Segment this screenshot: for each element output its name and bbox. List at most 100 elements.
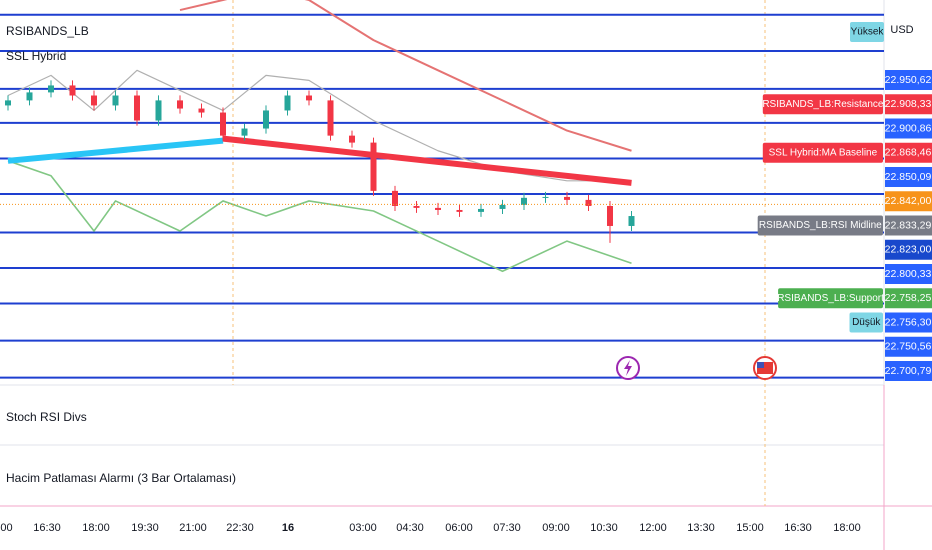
price-label-bg xyxy=(885,191,932,212)
candle-body xyxy=(306,95,312,101)
candle-body xyxy=(48,85,54,93)
candle-body xyxy=(542,196,549,198)
price-label: 22.868,46 xyxy=(885,147,932,159)
price-label-bg xyxy=(885,142,932,163)
candle-body xyxy=(521,197,527,205)
x-tick-label: :00 xyxy=(0,522,13,534)
x-tick-label: 09:00 xyxy=(542,522,570,534)
x-tick-label: 03:00 xyxy=(349,522,377,534)
candle-body xyxy=(112,95,119,106)
candle-body xyxy=(370,142,377,191)
price-label: 22.758,25 xyxy=(885,292,932,304)
candle-body xyxy=(220,112,226,136)
indicator-label: RSIBANDS_LB xyxy=(6,24,89,38)
price-label-bg xyxy=(885,288,932,309)
high-tag: Yüksek xyxy=(851,27,885,38)
x-tick-label: 10:30 xyxy=(590,522,618,534)
price-label: 22.850,09 xyxy=(885,171,932,183)
price-label-bg xyxy=(885,215,932,236)
price-label-bg xyxy=(885,118,932,139)
candle-body xyxy=(349,135,355,143)
indicator-line xyxy=(222,135,632,186)
tag: RSIBANDS_LB:Support xyxy=(777,293,884,304)
candle-body xyxy=(177,100,183,109)
candle-body xyxy=(413,205,420,208)
event-icon[interactable] xyxy=(616,356,640,380)
candle-body xyxy=(241,128,248,136)
tag: Düşük xyxy=(852,317,881,328)
price-label: 22.842,00 xyxy=(885,195,932,207)
candle-body xyxy=(134,95,140,121)
price-label: 22.750,56 xyxy=(885,341,932,353)
tag-bg xyxy=(849,312,883,333)
x-tick-label: 07:30 xyxy=(493,522,521,534)
candle-body xyxy=(499,204,506,209)
tag-bg xyxy=(778,288,883,309)
price-label: 22.833,29 xyxy=(885,219,932,231)
x-tick-label: 06:00 xyxy=(445,522,473,534)
x-tick-label: 19:30 xyxy=(131,522,159,534)
tag: RSIBANDS_LB:Resistance xyxy=(762,99,884,110)
indicator-line xyxy=(7,160,632,273)
candle-body xyxy=(198,108,205,113)
price-label: 22.756,30 xyxy=(885,316,932,328)
price-label: 22.900,86 xyxy=(885,122,932,134)
tag: RSIBANDS_LB:RSI Midline xyxy=(759,220,882,231)
price-label: 22.800,33 xyxy=(885,268,932,280)
price-label: 22.700,79 xyxy=(885,365,932,377)
x-tick-label: 16:30 xyxy=(33,522,61,534)
high-tag-bg xyxy=(850,22,884,42)
tag-bg xyxy=(762,142,883,163)
x-tick-label: 22:30 xyxy=(226,522,254,534)
price-label-bg xyxy=(885,94,932,115)
x-tick-label: 16:30 xyxy=(784,522,812,534)
x-tick-label: 04:30 xyxy=(396,522,424,534)
tag-bg xyxy=(757,215,883,236)
candle-body xyxy=(456,209,463,212)
price-label: 22.823,00 xyxy=(885,244,932,256)
tag-bg xyxy=(762,94,883,115)
indicator-label: SSL Hybrid xyxy=(6,49,66,63)
price-label: 22.950,62 xyxy=(885,74,932,86)
price-label-bg xyxy=(885,336,932,357)
candle-body xyxy=(392,190,398,206)
candle-body xyxy=(91,95,97,106)
price-label-bg xyxy=(885,239,932,260)
price-label-bg xyxy=(885,312,932,333)
x-tick-label: 13:30 xyxy=(687,522,715,534)
tag: SSL Hybrid:MA Baseline xyxy=(769,147,878,158)
price-label-bg xyxy=(885,264,932,284)
event-icon[interactable] xyxy=(753,356,777,380)
x-tick-label: 18:00 xyxy=(82,522,110,534)
pane-title: Hacim Patlaması Alarmı (3 Bar Ortalaması… xyxy=(6,471,236,485)
x-tick-label: 15:00 xyxy=(736,522,764,534)
candle-body xyxy=(607,205,613,226)
pane-title: Stoch RSI Divs xyxy=(6,410,87,424)
price-label-bg xyxy=(885,167,932,187)
candle-body xyxy=(564,196,570,200)
candle-body xyxy=(284,95,291,111)
x-tick-label: 21:00 xyxy=(179,522,207,534)
indicator-line xyxy=(7,137,224,164)
x-tick-label: 18:00 xyxy=(833,522,861,534)
currency[interactable]: USD xyxy=(890,24,913,36)
indicator-line xyxy=(179,0,632,152)
price-label-bg xyxy=(885,70,932,90)
candle-body xyxy=(435,207,441,210)
price-label-bg xyxy=(885,361,932,381)
candle-body xyxy=(69,85,76,96)
candle-body xyxy=(327,100,334,136)
candle-body xyxy=(5,100,11,106)
candle-body xyxy=(26,92,33,101)
candle-body xyxy=(628,216,635,226)
candle-body xyxy=(263,110,269,129)
plot xyxy=(0,0,884,379)
candle-body xyxy=(585,199,592,206)
x-tick-label: 12:00 xyxy=(639,522,667,534)
candle-body xyxy=(478,208,484,212)
price-label: 22.908,33 xyxy=(885,98,932,110)
x-tick-label: 16 xyxy=(282,522,294,534)
